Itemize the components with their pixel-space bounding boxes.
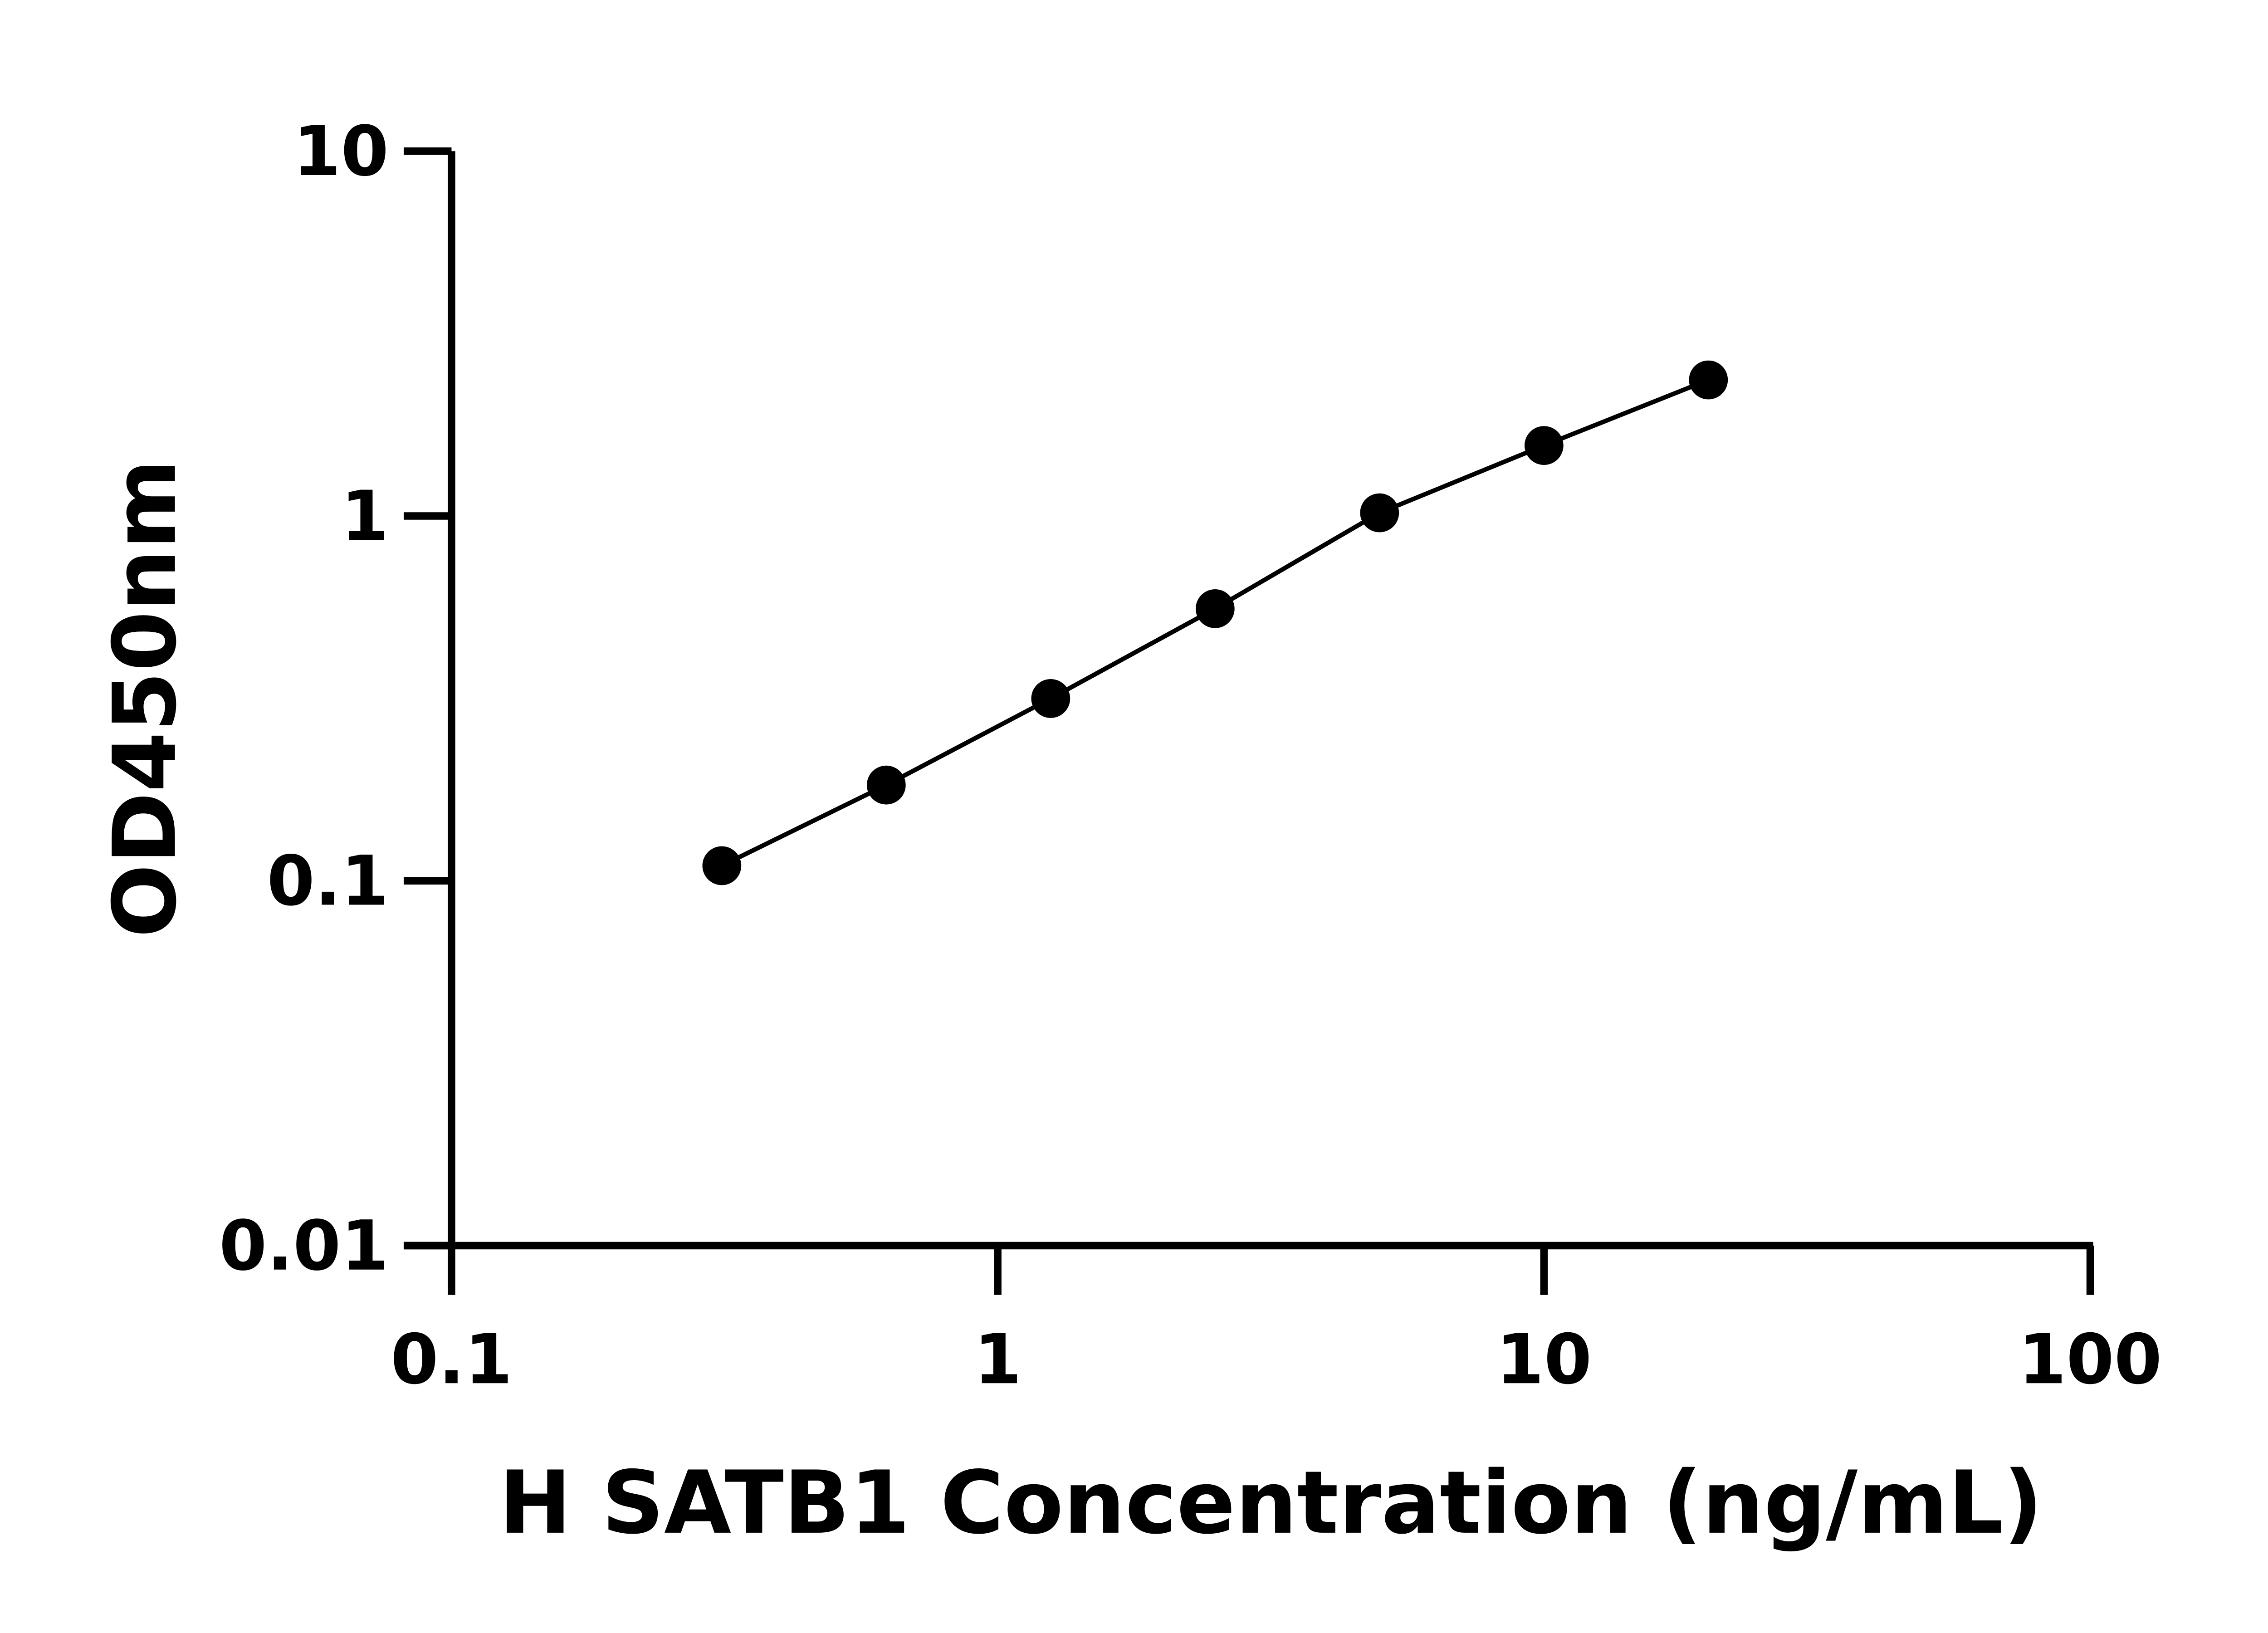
data-point — [1031, 679, 1070, 718]
data-point — [702, 846, 742, 885]
axes — [403, 151, 2093, 1250]
data-point — [1524, 426, 1564, 465]
y-tick-label: 1 — [341, 476, 389, 556]
x-tick-label: 100 — [2019, 1319, 2162, 1399]
data-point — [1195, 589, 1235, 628]
data-point — [1689, 360, 1728, 400]
x-axis-label: H SATB1 Concentration (ng/mL) — [499, 1453, 2043, 1554]
data-point — [1360, 493, 1399, 533]
y-tick-label: 0.01 — [219, 1206, 389, 1286]
data-point — [866, 765, 906, 805]
x-tick-label: 0.1 — [391, 1319, 513, 1399]
y-axis-label: OD450nm — [95, 459, 196, 938]
x-tick-label: 10 — [1496, 1319, 1592, 1399]
y-tick-label: 10 — [293, 111, 389, 191]
y-tick-label: 0.1 — [267, 841, 389, 921]
x-tick-label: 1 — [974, 1319, 1022, 1399]
